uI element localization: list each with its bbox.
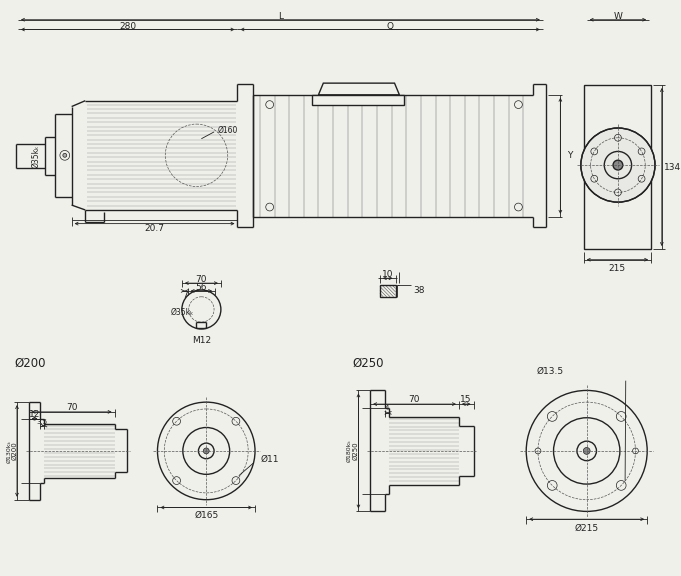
Text: Q: Q [386, 22, 393, 31]
Text: Ø215: Ø215 [575, 524, 599, 532]
Text: 215: 215 [608, 264, 626, 273]
Text: M12: M12 [192, 336, 211, 345]
Text: 10: 10 [382, 270, 394, 279]
Text: Ø165: Ø165 [194, 511, 219, 520]
Bar [380, 285, 396, 297]
Text: Ø35kₖ: Ø35kₖ [31, 145, 40, 168]
Text: Ø180kₖ: Ø180kₖ [346, 439, 351, 463]
Text: 70: 70 [66, 403, 78, 411]
Text: 12: 12 [29, 410, 40, 419]
Text: Ø11: Ø11 [260, 454, 279, 464]
Text: Ø250: Ø250 [353, 357, 384, 370]
Text: Ø160: Ø160 [218, 126, 238, 134]
Text: Ø200: Ø200 [11, 442, 17, 460]
Text: 70: 70 [409, 395, 419, 404]
Text: 56: 56 [195, 282, 207, 291]
Text: 7: 7 [182, 291, 188, 300]
Bar [312, 95, 405, 105]
Text: Ø200: Ø200 [14, 357, 46, 370]
Circle shape [584, 448, 590, 454]
Text: Ø130kₖ: Ø130kₖ [7, 439, 12, 463]
Circle shape [613, 160, 623, 170]
Polygon shape [319, 83, 400, 95]
Text: L: L [278, 12, 283, 21]
Text: Ø13.5: Ø13.5 [536, 366, 563, 376]
Text: 70: 70 [195, 275, 207, 284]
Text: Y: Y [567, 151, 573, 160]
Circle shape [581, 128, 655, 202]
Text: 4: 4 [385, 405, 389, 411]
Circle shape [204, 448, 209, 454]
Text: Ø35kₖ: Ø35kₖ [170, 308, 193, 317]
Text: W: W [614, 12, 622, 21]
Text: 3.5: 3.5 [37, 419, 48, 425]
Text: 134: 134 [664, 162, 681, 172]
Text: 280: 280 [120, 22, 137, 31]
Text: 20.7: 20.7 [144, 224, 165, 233]
Text: Ø250: Ø250 [353, 442, 358, 460]
Text: 38: 38 [413, 286, 424, 295]
Circle shape [63, 153, 67, 157]
Polygon shape [584, 85, 651, 249]
Text: 15: 15 [460, 395, 471, 404]
